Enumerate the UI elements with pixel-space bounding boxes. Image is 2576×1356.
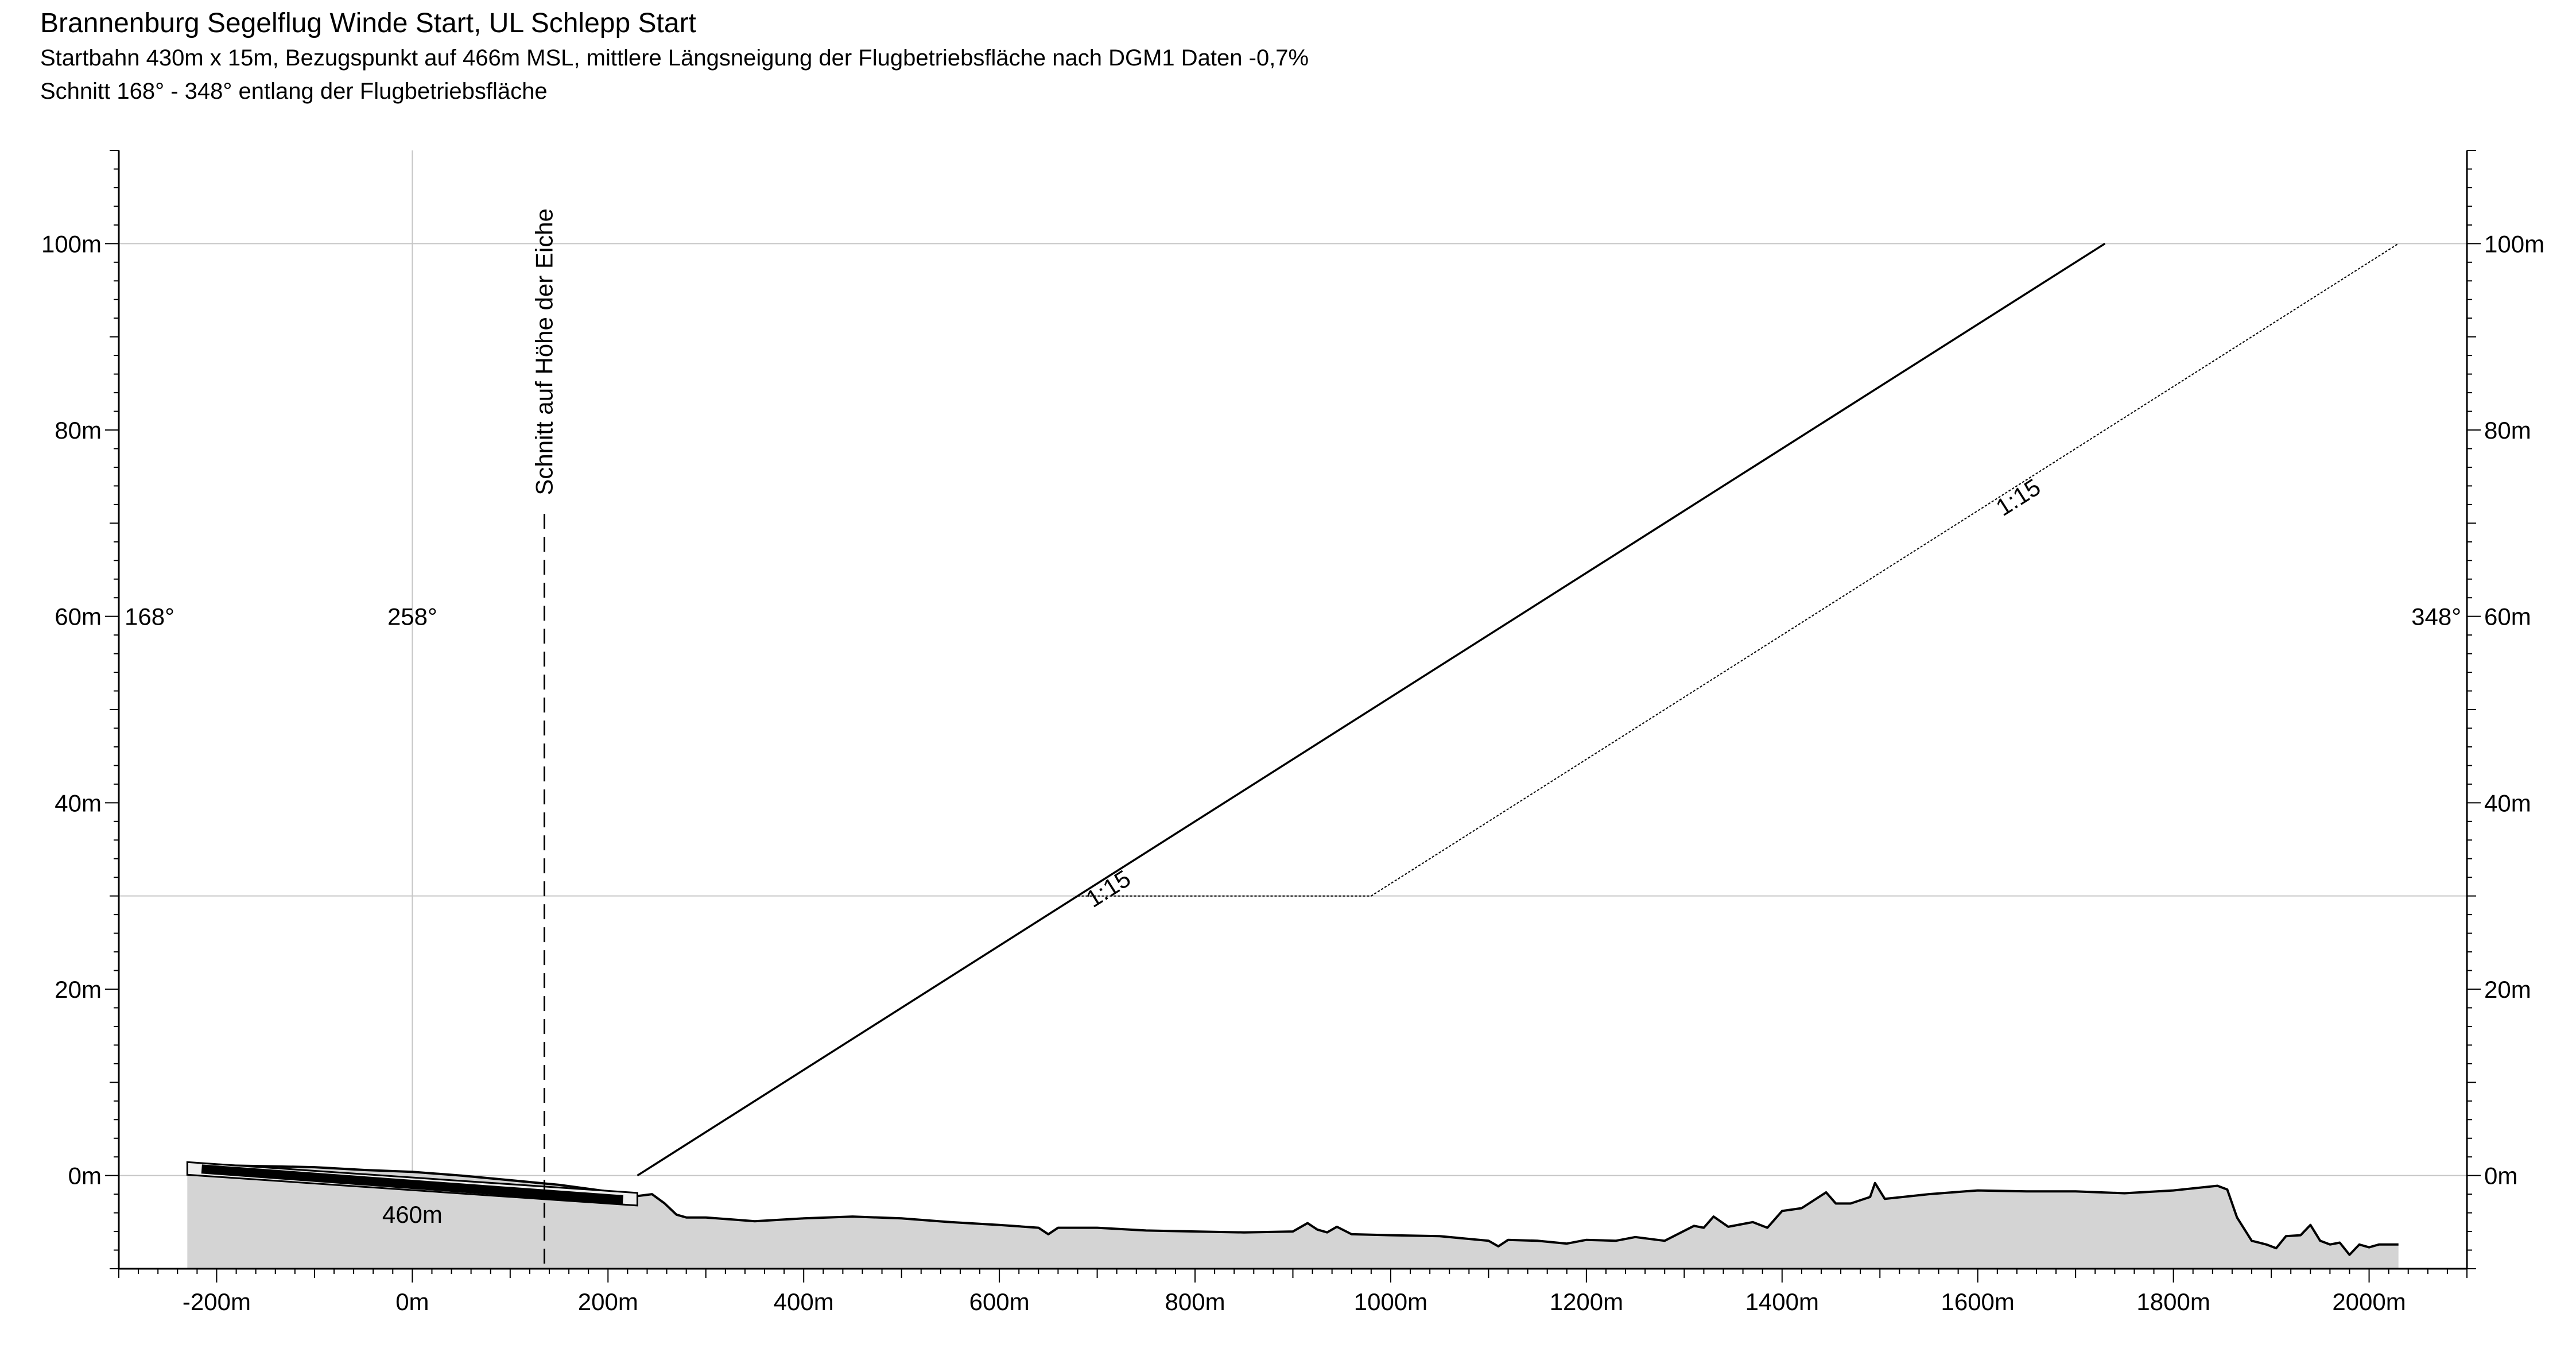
y-tick-label-left: 20m bbox=[55, 976, 102, 1003]
runway-surface bbox=[201, 1164, 624, 1204]
slope-line-dotted bbox=[1077, 243, 2399, 897]
y-tick-label-left: 100m bbox=[41, 230, 102, 257]
direction-label-right: 348° bbox=[2411, 603, 2461, 630]
x-tick-label: 200m bbox=[578, 1288, 638, 1315]
grid-lines bbox=[119, 150, 2467, 1269]
x-tick-label: -200m bbox=[183, 1288, 251, 1315]
x-tick-label: 2000m bbox=[2332, 1288, 2406, 1315]
x-tick-label: 800m bbox=[1165, 1288, 1225, 1315]
x-tick-label: 1600m bbox=[1941, 1288, 2014, 1315]
slope-line-solid bbox=[637, 242, 2106, 1177]
axes bbox=[105, 150, 2481, 1283]
terrain-area bbox=[187, 1164, 2399, 1269]
y-tick-label-left: 40m bbox=[55, 789, 102, 816]
y-tick-label-right: 80m bbox=[2484, 417, 2531, 444]
chart-title: Brannenburg Segelflug Winde Start, UL Sc… bbox=[40, 8, 696, 38]
chart-header: Brannenburg Segelflug Winde Start, UL Sc… bbox=[40, 6, 1309, 108]
chart-subtitle-1: Startbahn 430m x 15m, Bezugspunkt auf 46… bbox=[40, 45, 1309, 71]
section-line-label: Schnitt auf Höhe der Eiche bbox=[530, 208, 557, 495]
x-tick-label: 1800m bbox=[2136, 1288, 2210, 1315]
x-tick-label: 600m bbox=[969, 1288, 1030, 1315]
y-tick-label-right: 20m bbox=[2484, 976, 2531, 1003]
x-tick-label: 1400m bbox=[1745, 1288, 1819, 1315]
y-tick-label-right: 60m bbox=[2484, 603, 2531, 630]
chart-labels: 460m 0m 0m 20m 20m 40m 40m 60m 60m 80m 80m 100m 100m… bbox=[41, 208, 2544, 1315]
y-tick-label-right: 100m bbox=[2484, 230, 2544, 257]
x-tick-label: 400m bbox=[774, 1288, 834, 1315]
y-tick-label-right: 0m bbox=[2484, 1163, 2517, 1190]
slope-label-dotted: 1:15 bbox=[1991, 473, 2045, 521]
y-tick-label-left: 60m bbox=[55, 603, 102, 630]
slope-lines bbox=[543, 242, 2399, 1269]
terrain-profile bbox=[186, 1161, 2399, 1269]
y-tick-label-left: 0m bbox=[68, 1163, 102, 1190]
y-tick-label-right: 40m bbox=[2484, 789, 2531, 816]
slope-label-solid: 1:15 bbox=[1081, 865, 1135, 912]
x-tick-label: 0m bbox=[395, 1288, 429, 1315]
runway-length-label: 460m bbox=[382, 1201, 443, 1228]
direction-label-mid: 258° bbox=[387, 603, 437, 630]
direction-label-left: 168° bbox=[125, 603, 174, 630]
x-tick-label: 1200m bbox=[1550, 1288, 1623, 1315]
x-tick-label: 1000m bbox=[1354, 1288, 1427, 1315]
terrain-line bbox=[187, 1163, 2399, 1256]
chart-subtitle-2: Schnitt 168° - 348° entlang der Flugbetr… bbox=[40, 79, 548, 104]
y-tick-label-left: 80m bbox=[55, 417, 102, 444]
